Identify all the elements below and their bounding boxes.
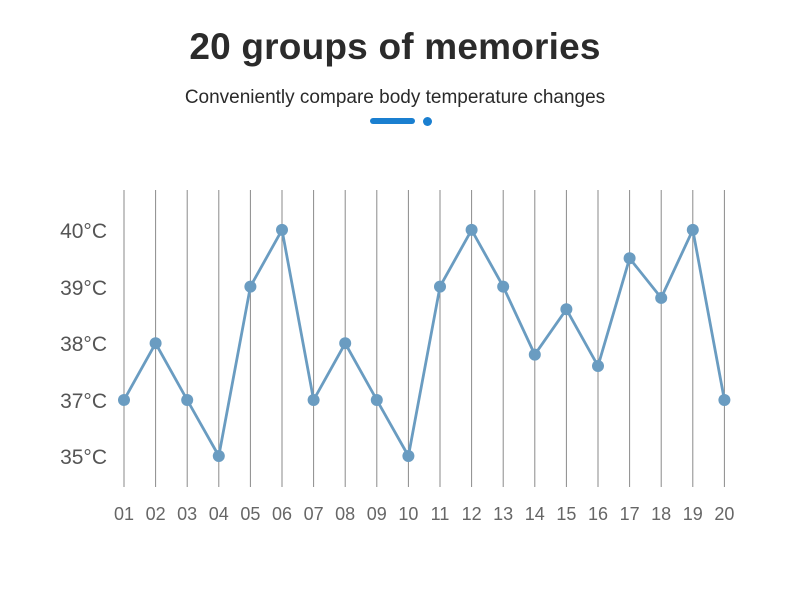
chart-title: 20 groups of memories bbox=[189, 26, 601, 67]
data-point bbox=[623, 252, 636, 265]
x-tick-label: 11 bbox=[431, 504, 450, 524]
x-tick-label: 14 bbox=[525, 504, 545, 524]
data-point bbox=[370, 394, 383, 406]
data-point bbox=[212, 450, 225, 462]
x-tick-label: 06 bbox=[272, 504, 292, 524]
accent-dot bbox=[423, 117, 432, 126]
y-tick-label: 40°C bbox=[60, 220, 107, 243]
x-tick-label: 07 bbox=[304, 504, 324, 524]
x-tick-label: 12 bbox=[462, 504, 482, 524]
x-tick-label: 18 bbox=[651, 504, 671, 524]
data-point bbox=[244, 280, 257, 293]
data-point bbox=[339, 337, 352, 350]
chart-subtitle: Conveniently compare body temperature ch… bbox=[184, 87, 606, 108]
x-tick-label: 19 bbox=[683, 504, 703, 524]
x-tick-label: 13 bbox=[493, 504, 513, 524]
data-point bbox=[592, 359, 604, 372]
y-tick-label: 39°C bbox=[60, 277, 107, 300]
data-point bbox=[560, 303, 573, 316]
x-tick-label: 05 bbox=[240, 504, 260, 524]
data-point bbox=[528, 348, 541, 361]
x-tick-label: 17 bbox=[620, 504, 640, 524]
x-tick-label: 08 bbox=[335, 504, 355, 524]
data-point bbox=[402, 450, 415, 462]
x-tick-label: 15 bbox=[556, 504, 576, 524]
data-point bbox=[307, 394, 320, 406]
x-tick-label: 16 bbox=[588, 504, 608, 524]
y-tick-label: 38°C bbox=[60, 333, 107, 356]
data-point bbox=[497, 280, 510, 293]
x-tick-label: 10 bbox=[398, 504, 418, 524]
data-point bbox=[686, 223, 699, 236]
accent-bar bbox=[370, 118, 415, 124]
x-tick-label: 04 bbox=[209, 504, 229, 524]
data-point bbox=[149, 337, 162, 350]
y-tick-label: 35°C bbox=[60, 446, 107, 469]
data-point bbox=[655, 291, 668, 304]
x-tick-label: 20 bbox=[714, 504, 734, 524]
x-tick-label: 01 bbox=[114, 504, 134, 524]
data-point bbox=[434, 280, 446, 293]
data-point bbox=[465, 223, 478, 236]
x-tick-label: 02 bbox=[146, 504, 166, 524]
x-tick-label: 03 bbox=[177, 504, 197, 524]
data-point bbox=[276, 223, 288, 236]
data-point bbox=[718, 394, 731, 406]
y-tick-label: 37°C bbox=[60, 390, 107, 413]
x-tick-label: 09 bbox=[367, 504, 387, 524]
series-line bbox=[122, 228, 726, 458]
data-point bbox=[118, 394, 130, 406]
data-point bbox=[181, 394, 194, 406]
